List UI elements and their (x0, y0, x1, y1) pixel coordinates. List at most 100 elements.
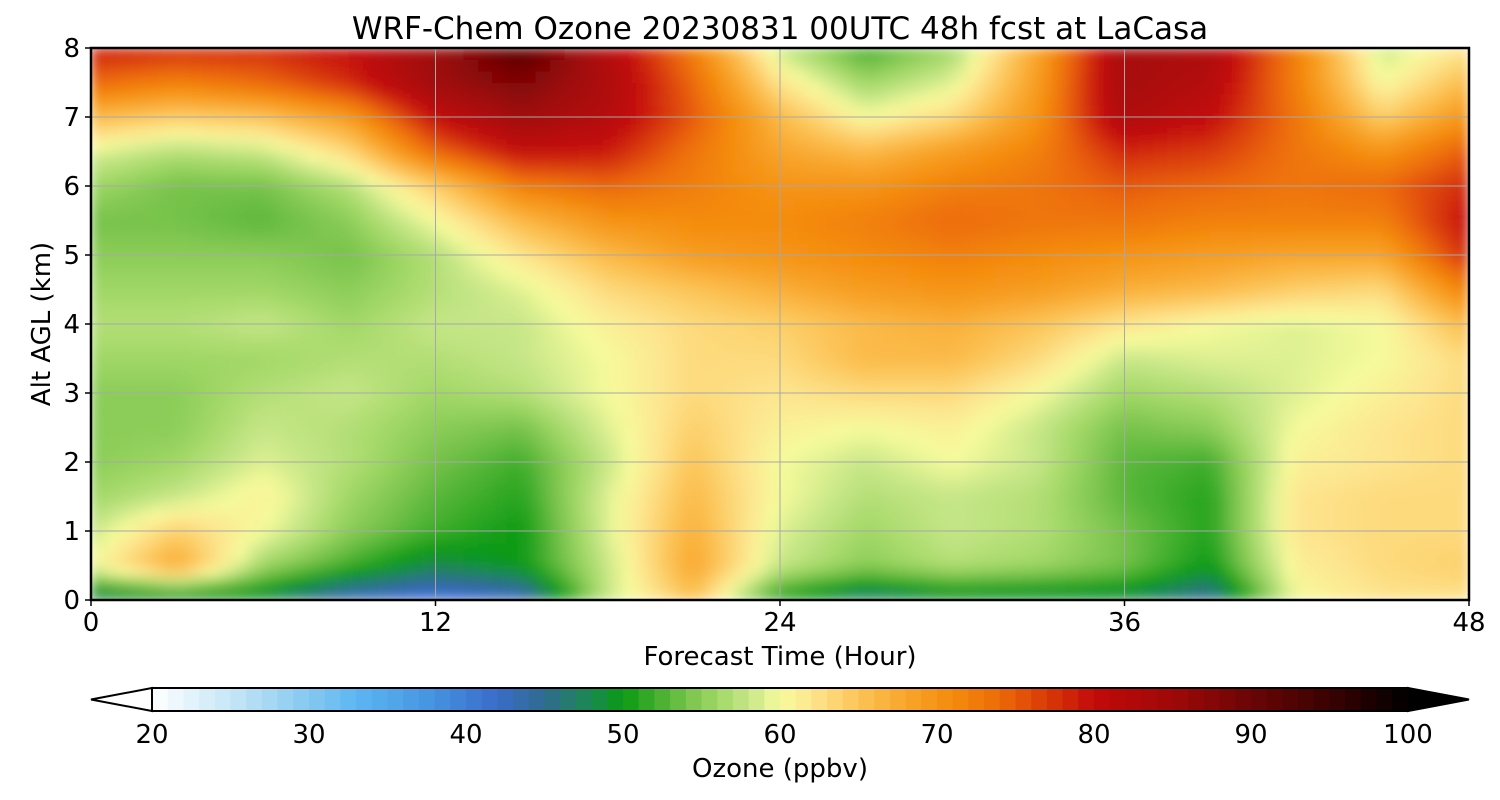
heatmap-cell (722, 116, 738, 129)
heatmap-cell (1023, 542, 1039, 555)
heatmap-cell (650, 519, 666, 532)
heatmap-cell (1224, 358, 1240, 371)
heatmap-cell (1138, 553, 1154, 566)
heatmap-cell (865, 496, 881, 509)
heatmap-cell (1066, 369, 1082, 382)
heatmap-cell (219, 496, 236, 509)
heatmap-cell (147, 266, 164, 279)
heatmap-cell (1195, 174, 1212, 187)
heatmap-cell (162, 105, 178, 118)
heatmap-cell (937, 93, 953, 106)
heatmap-cell (592, 105, 609, 118)
heatmap-cell (707, 565, 724, 578)
heatmap-cell (679, 162, 695, 175)
heatmap-cell (435, 128, 451, 141)
heatmap-cell (234, 82, 250, 95)
heatmap-cell (205, 277, 221, 290)
heatmap-cell (348, 369, 365, 382)
heatmap-cell (1210, 588, 1226, 600)
heatmap-cell (1152, 151, 1169, 164)
heatmap-cell (162, 530, 178, 543)
heatmap-cell (435, 220, 451, 233)
heatmap-cell (722, 197, 738, 210)
heatmap-cell (592, 415, 609, 428)
heatmap-cell (219, 220, 236, 233)
heatmap-cell (937, 519, 953, 532)
heatmap-cell (219, 254, 236, 267)
heatmap-cell (894, 335, 910, 348)
heatmap-cell (937, 139, 953, 152)
heatmap-cell (1009, 70, 1025, 83)
heatmap-cell (736, 473, 752, 486)
heatmap-cell (621, 438, 637, 451)
heatmap-cell (693, 588, 709, 600)
heatmap-cell (1224, 519, 1240, 532)
heatmap-cell (1224, 174, 1240, 187)
heatmap-cell (1238, 105, 1255, 118)
heatmap-cell (1324, 59, 1341, 72)
heatmap-cell (1037, 162, 1054, 175)
heatmap-cell (305, 438, 322, 451)
heatmap-cell (980, 70, 996, 83)
heatmap-cell (104, 59, 121, 72)
heatmap-cell (219, 231, 236, 244)
heatmap-cell (779, 346, 795, 359)
heatmap-cell (205, 473, 221, 486)
heatmap-cell (578, 553, 594, 566)
heatmap-cell (463, 116, 480, 129)
heatmap-cell (1181, 128, 1197, 141)
heatmap-cell (1368, 70, 1384, 83)
heatmap-cell (305, 128, 322, 141)
heatmap-cell (1310, 128, 1326, 141)
heatmap-cell (420, 381, 436, 394)
heatmap-cell (564, 70, 580, 83)
heatmap-cell (1425, 576, 1441, 589)
heatmap-cell (1368, 519, 1384, 532)
heatmap-cell (621, 243, 637, 256)
colorbar-band (1203, 688, 1221, 711)
heatmap-cell (966, 151, 982, 164)
heatmap-cell (449, 565, 465, 578)
heatmap-cell (1324, 415, 1341, 428)
heatmap-cell (133, 484, 149, 497)
heatmap-cell (1368, 266, 1384, 279)
heatmap-cell (765, 565, 781, 578)
heatmap-cell (1023, 243, 1039, 256)
heatmap-cell (592, 197, 609, 210)
heatmap-cell (1425, 116, 1441, 129)
heatmap-cell (564, 381, 580, 394)
heatmap-cell (305, 116, 322, 129)
heatmap-cell (406, 185, 422, 198)
heatmap-cell (836, 392, 853, 405)
heatmap-cell (234, 139, 250, 152)
heatmap-cell (1324, 565, 1341, 578)
heatmap-cell (1454, 151, 1469, 164)
heatmap-cell (793, 553, 810, 566)
heatmap-cell (1396, 588, 1413, 600)
heatmap-cell (492, 381, 508, 394)
heatmap-cell (147, 323, 164, 336)
heatmap-cell (1281, 358, 1298, 371)
heatmap-cell (1167, 530, 1183, 543)
heatmap-cell (1281, 507, 1298, 520)
heatmap-cell (1138, 208, 1154, 221)
heatmap-cell (291, 128, 307, 141)
heatmap-cell (707, 174, 724, 187)
heatmap-cell (650, 427, 666, 440)
heatmap-cell (277, 530, 293, 543)
heatmap-cell (391, 542, 408, 555)
heatmap-cell (420, 59, 436, 72)
heatmap-cell (592, 128, 609, 141)
heatmap-cell (549, 565, 566, 578)
heatmap-cell (1253, 231, 1269, 244)
heatmap-cell (1224, 553, 1240, 566)
heatmap-cell (664, 174, 681, 187)
heatmap-cell (320, 427, 336, 440)
heatmap-cell (836, 553, 853, 566)
heatmap-cell (391, 208, 408, 221)
heatmap-cell (1396, 185, 1413, 198)
heatmap-cell (635, 116, 652, 129)
heatmap-cell (1066, 346, 1082, 359)
heatmap-cell (291, 323, 307, 336)
heatmap-cell (176, 254, 192, 267)
